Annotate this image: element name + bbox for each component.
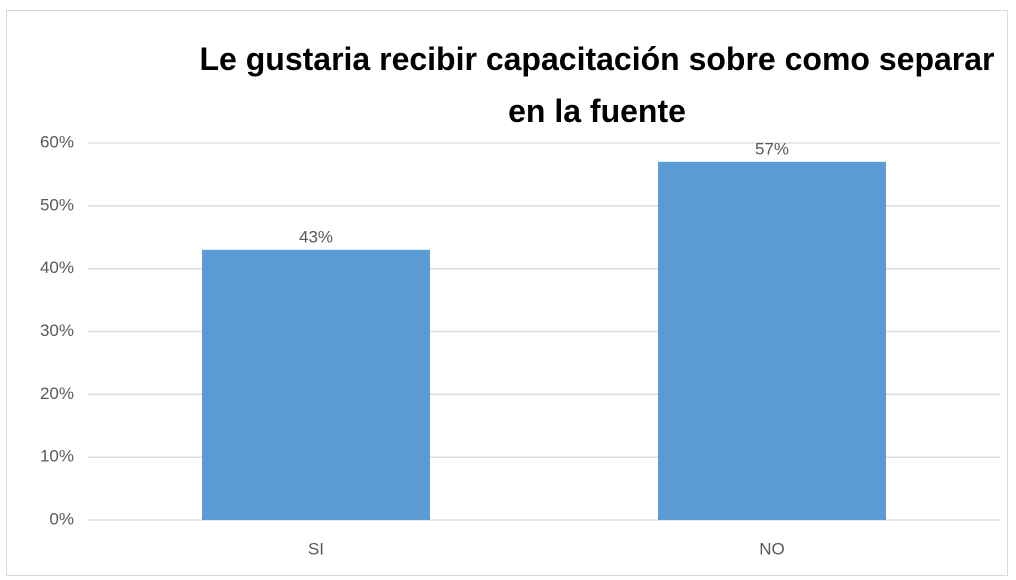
- bar: [658, 161, 886, 520]
- chart-border: [6, 10, 1008, 576]
- y-tick-label: 0%: [49, 509, 74, 528]
- bar: [202, 249, 430, 521]
- chart-title: Le gustaria recibir capacitación sobre c…: [199, 41, 995, 129]
- y-tick-label: 40%: [40, 258, 74, 277]
- y-tick-label: 50%: [40, 195, 74, 214]
- x-tick-label: NO: [759, 539, 785, 558]
- y-tick-label: 20%: [40, 384, 74, 403]
- data-label: 57%: [755, 139, 789, 158]
- data-label: 43%: [299, 227, 333, 246]
- y-tick-label: 60%: [40, 132, 74, 151]
- x-tick-label: SI: [308, 539, 324, 558]
- y-tick-label: 10%: [40, 447, 74, 466]
- y-tick-label: 30%: [40, 321, 74, 340]
